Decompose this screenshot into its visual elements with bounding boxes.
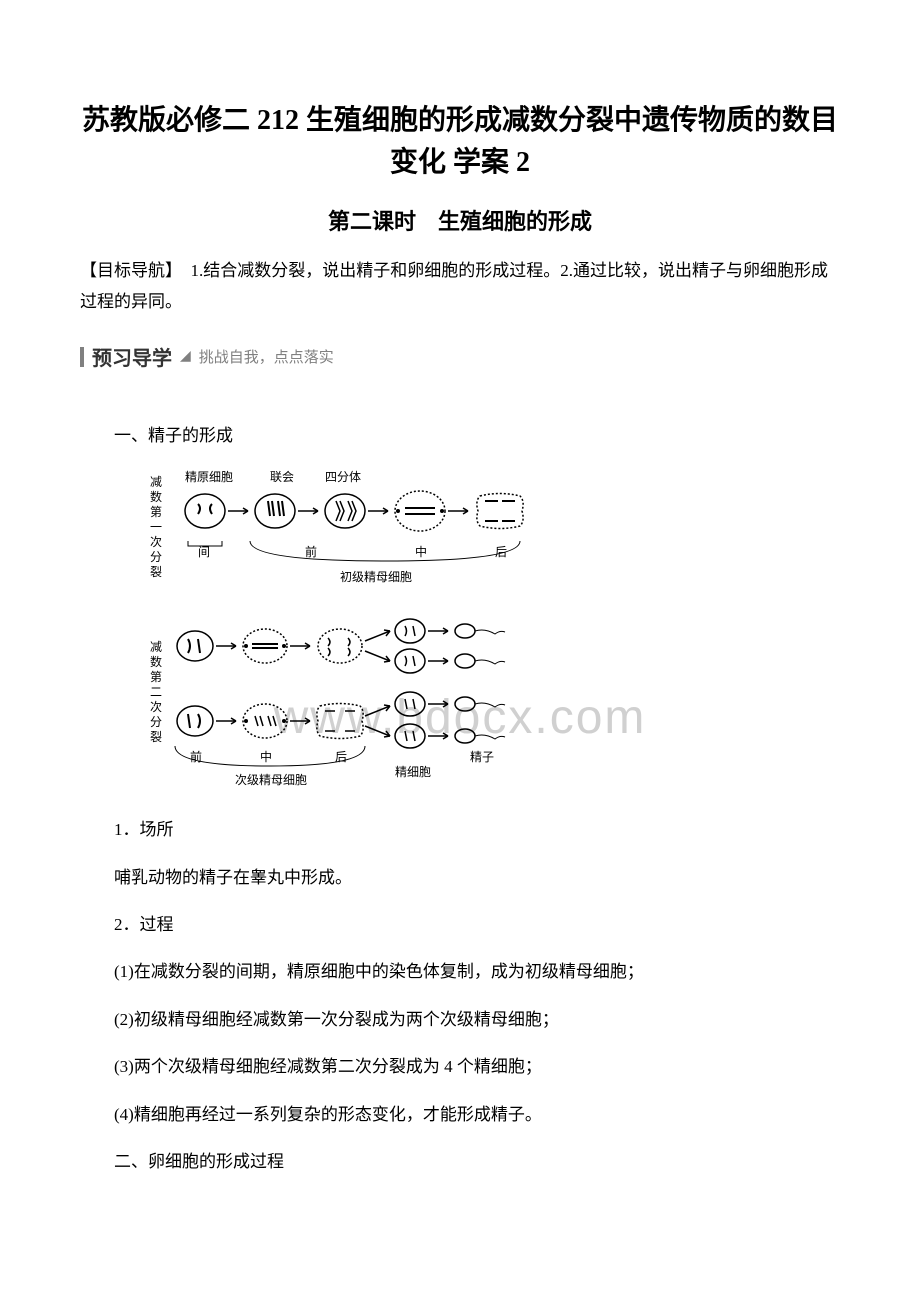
svg-text:一: 一 (150, 520, 162, 534)
body-p6: (3)两个次级精母细胞经减数第二次分裂成为 4 个精细胞； (80, 1048, 840, 1085)
svg-text:裂: 裂 (150, 565, 162, 579)
svg-text:次: 次 (150, 535, 162, 549)
label-cell-3: 四分体 (325, 470, 361, 484)
svg-text:次: 次 (150, 700, 162, 714)
bottom-label-1: 初级精母细胞 (340, 570, 412, 584)
diagram-meiosis-2: 减 数 第 二 次 分 裂 (140, 616, 840, 791)
diagram-meiosis-1: 减 数 第 一 次 分 裂 精原细胞 联会 四分体 (140, 466, 840, 596)
svg-text:第: 第 (150, 670, 162, 684)
document-title: 苏教版必修二 212 生殖细胞的形成减数分裂中遗传物质的数目变化 学案 2 (80, 100, 840, 184)
triangle-icon: ◢ (180, 348, 191, 365)
intro-text: 【目标导航】 1.结合减数分裂，说出精子和卵细胞的形成过程。2.通过比较，说出精… (80, 256, 840, 317)
phase-label: 前 (305, 544, 317, 559)
section-banner: 预习导学 ◢ 挑战自我，点点落实 (80, 342, 840, 371)
svg-text:二: 二 (150, 685, 162, 699)
svg-text:裂: 裂 (150, 730, 162, 744)
body-p5: (2)初级精母细胞经减数第一次分裂成为两个次级精母细胞； (80, 1001, 840, 1038)
phase-label: 间 (198, 545, 210, 559)
svg-text:第: 第 (150, 505, 162, 519)
svg-text:数: 数 (150, 654, 162, 669)
svg-text:分: 分 (150, 550, 162, 564)
bottom-label-2: 次级精母细胞 (235, 773, 307, 787)
label-cell-2: 联会 (270, 470, 294, 484)
svg-text:分: 分 (150, 715, 162, 729)
label-cell-1: 精原细胞 (185, 470, 233, 484)
vertical-label-1: 减 (150, 475, 162, 489)
banner-sub-text: 挑战自我，点点落实 (199, 346, 334, 367)
banner-main-text: 预习导学 (92, 342, 172, 371)
banner-bar-icon (80, 347, 84, 367)
svg-text:数: 数 (150, 489, 162, 504)
phase-label: 中 (260, 749, 272, 764)
body-p2: 哺乳动物的精子在睾丸中形成。 (80, 859, 840, 896)
body-p1: 1．场所 (80, 811, 840, 848)
body-p8: 二、卵细胞的形成过程 (80, 1143, 840, 1180)
sperm-label: 精子 (470, 750, 494, 764)
body-p7: (4)精细胞再经过一系列复杂的形态变化，才能形成精子。 (80, 1096, 840, 1133)
spermatid-label: 精细胞 (395, 765, 431, 779)
svg-text:减: 减 (150, 640, 162, 654)
document-subtitle: 第二课时 生殖细胞的形成 (80, 204, 840, 236)
body-p3: 2．过程 (80, 906, 840, 943)
body-p4: (1)在减数分裂的间期，精原细胞中的染色体复制，成为初级精母细胞； (80, 953, 840, 990)
section1-heading: 一、精子的形成 (80, 421, 840, 446)
phase-label: 中 (415, 544, 427, 559)
